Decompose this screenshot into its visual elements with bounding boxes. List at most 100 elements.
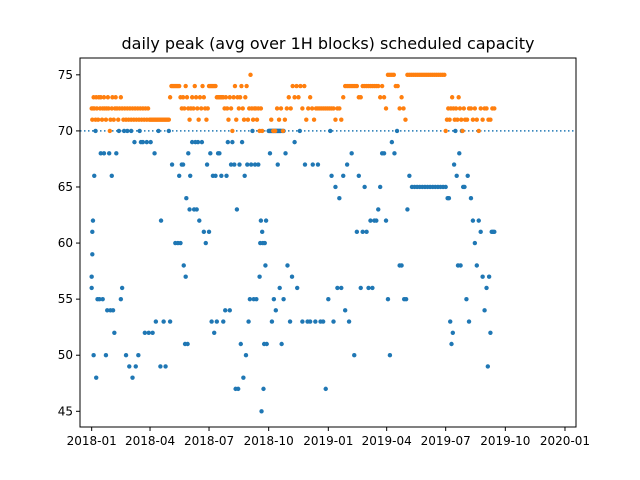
data-point-series-1 — [247, 296, 253, 302]
data-point-series-1 — [374, 218, 379, 223]
data-point-series-2 — [309, 106, 315, 111]
data-point-series-1 — [257, 274, 262, 279]
data-point-series-2 — [282, 117, 288, 122]
data-point-series-2 — [492, 106, 497, 111]
data-point-series-2 — [276, 117, 282, 122]
data-point-series-2 — [337, 106, 342, 111]
data-point-series-2 — [145, 106, 151, 111]
data-point-series-1 — [273, 308, 279, 313]
data-point-series-2 — [110, 95, 115, 100]
data-point-series-2 — [254, 117, 260, 122]
data-point-series-1 — [385, 296, 391, 302]
data-point-series-1 — [256, 162, 261, 167]
data-point-series-1 — [342, 308, 348, 313]
data-point-series-1 — [214, 319, 220, 324]
data-point-series-1 — [449, 341, 454, 347]
data-point-series-1 — [167, 319, 173, 324]
data-point-series-1 — [184, 196, 189, 201]
data-point-series-2 — [377, 95, 383, 100]
data-point-series-1 — [106, 151, 112, 156]
x-tick-label: 2019-07 — [421, 434, 471, 448]
data-point-series-1 — [152, 151, 157, 156]
data-point-series-2 — [459, 117, 464, 122]
data-point-series-2 — [298, 83, 303, 89]
data-point-series-1 — [292, 139, 297, 145]
data-point-series-1 — [221, 319, 226, 324]
data-point-series-2 — [457, 106, 463, 111]
data-point-series-1 — [219, 173, 224, 178]
data-point-series-1 — [464, 296, 469, 302]
data-point-series-2 — [470, 117, 476, 122]
data-point-series-1 — [300, 319, 305, 324]
data-point-series-1 — [307, 319, 313, 324]
data-point-series-1 — [144, 139, 149, 145]
data-point-series-2 — [240, 106, 245, 111]
data-point-series-2 — [307, 95, 313, 100]
data-point-series-2 — [280, 128, 286, 134]
data-point-series-2 — [191, 106, 196, 111]
data-point-series-2 — [237, 95, 243, 100]
data-point-series-1 — [93, 128, 98, 134]
data-point-series-1 — [360, 229, 365, 235]
data-point-series-1 — [213, 173, 218, 178]
data-point-series-1 — [295, 285, 300, 291]
data-point-series-1 — [482, 308, 487, 313]
data-point-series-1 — [89, 285, 94, 291]
data-point-series-2 — [478, 106, 483, 111]
data-point-series-1 — [119, 285, 125, 291]
data-point-series-1 — [243, 353, 249, 358]
data-point-series-1 — [112, 330, 117, 335]
data-point-series-2 — [290, 83, 295, 89]
data-point-series-1 — [183, 274, 188, 279]
data-point-series-1 — [302, 162, 308, 167]
data-point-series-1 — [90, 252, 95, 257]
data-point-series-1 — [262, 240, 267, 246]
data-point-series-2 — [258, 106, 264, 111]
data-point-series-1 — [185, 341, 190, 347]
data-point-series-1 — [349, 151, 354, 156]
data-point-series-1 — [169, 162, 175, 167]
data-point-series-2 — [230, 128, 235, 134]
y-tick-label: 65 — [58, 180, 73, 194]
data-point-series-1 — [92, 173, 97, 178]
data-point-series-1 — [403, 296, 409, 302]
data-point-series-1 — [492, 229, 497, 235]
data-point-series-2 — [90, 117, 95, 122]
data-point-series-1 — [389, 139, 395, 145]
data-point-series-1 — [310, 162, 315, 167]
data-point-series-1 — [335, 285, 340, 291]
data-point-series-2 — [278, 106, 284, 111]
data-point-series-2 — [197, 95, 203, 100]
data-point-series-2 — [358, 95, 363, 100]
data-point-series-2 — [288, 106, 293, 111]
data-point-series-1 — [333, 184, 338, 190]
data-point-series-2 — [401, 106, 406, 111]
data-point-series-1 — [146, 330, 151, 335]
data-point-series-2 — [227, 95, 232, 100]
data-point-series-1 — [148, 139, 153, 145]
data-point-series-2 — [294, 83, 299, 89]
data-point-series-2 — [113, 95, 118, 100]
data-point-series-1 — [186, 151, 191, 156]
data-point-series-1 — [264, 341, 269, 347]
data-point-series-1 — [105, 308, 110, 313]
data-point-series-2 — [354, 83, 360, 89]
plot-area-frame — [79, 57, 577, 428]
data-point-series-1 — [472, 240, 478, 246]
data-point-series-2 — [244, 83, 249, 89]
data-point-series-2 — [453, 106, 459, 111]
data-point-series-2 — [331, 106, 336, 111]
data-point-series-1 — [236, 386, 241, 392]
data-point-series-1 — [189, 139, 195, 145]
data-point-series-2 — [224, 106, 230, 111]
data-point-series-1 — [121, 128, 127, 134]
data-point-series-1 — [199, 139, 205, 145]
data-point-series-2 — [259, 128, 265, 134]
data-point-series-1 — [161, 319, 166, 324]
data-point-series-2 — [292, 95, 297, 100]
data-point-series-2 — [383, 106, 389, 111]
data-point-series-2 — [339, 117, 344, 122]
data-point-series-2 — [196, 117, 201, 122]
data-point-series-2 — [109, 106, 114, 111]
data-point-series-1 — [212, 330, 217, 335]
